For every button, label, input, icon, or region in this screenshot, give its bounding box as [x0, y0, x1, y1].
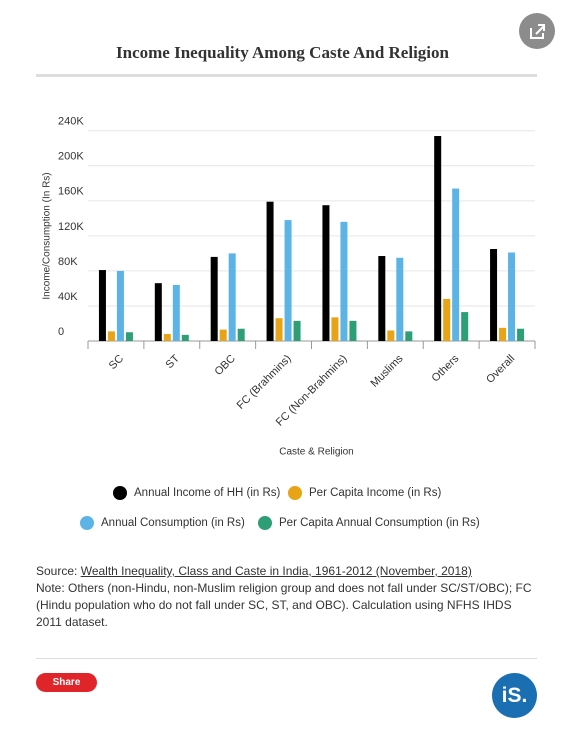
legend-label: Per Capita Income (in Rs) — [309, 487, 441, 499]
bar — [210, 256, 218, 341]
bar — [228, 253, 236, 341]
bar — [434, 136, 442, 341]
divider — [36, 658, 537, 659]
bar — [219, 329, 227, 341]
y-tick-label: 80K — [58, 256, 78, 268]
bar — [499, 327, 507, 341]
bar — [349, 320, 357, 341]
source-link[interactable]: Wealth Inequality, Class and Caste in In… — [80, 564, 472, 578]
note: Note: Others (non-Hindu, non-Muslim reli… — [36, 581, 532, 629]
x-tick-label: OBC — [213, 353, 238, 378]
bar — [116, 270, 124, 341]
y-tick-label: 120K — [58, 221, 84, 233]
share-label: Share — [52, 677, 81, 688]
legend-label: Annual Income of HH (in Rs) — [134, 487, 281, 499]
chart-title: Income Inequality Among Caste And Religi… — [116, 43, 449, 62]
bar — [125, 332, 133, 341]
x-tick-label: SC — [107, 353, 126, 372]
y-tick-label: 200K — [58, 151, 84, 163]
x-tick-label: Others — [430, 352, 462, 384]
x-tick-label: Muslims — [368, 352, 405, 389]
bar — [266, 201, 274, 341]
bar — [378, 256, 386, 341]
bar — [443, 298, 451, 341]
bar — [322, 205, 330, 341]
logo: iS. — [492, 673, 537, 718]
bar — [98, 270, 106, 341]
bar — [293, 320, 301, 341]
bar — [181, 334, 189, 341]
bar — [163, 333, 171, 341]
legend-label: Annual Consumption (in Rs) — [101, 517, 245, 529]
share-icon — [530, 24, 545, 39]
legend-marker — [258, 516, 272, 530]
x-axis-title: Caste & Religion — [279, 447, 353, 458]
legend-marker — [80, 516, 94, 530]
bar — [107, 331, 115, 341]
bar — [405, 331, 413, 341]
legend-marker — [288, 486, 302, 500]
x-tick-label: Overall — [484, 353, 517, 386]
bar — [172, 284, 180, 341]
y-tick-label: 240K — [58, 116, 84, 128]
bar — [275, 318, 283, 341]
y-tick-label: 0 — [58, 326, 64, 338]
bar — [396, 257, 404, 341]
share-icon-button[interactable] — [519, 13, 555, 49]
bar — [237, 328, 245, 341]
bar — [508, 252, 516, 341]
legend-label: Per Capita Annual Consumption (in Rs) — [279, 517, 480, 529]
chart: 0 40K 80K 120K 160K 200K 240K Income/Consumptio… — [42, 116, 536, 530]
bar — [154, 283, 162, 341]
bar — [490, 249, 498, 341]
bar — [517, 328, 525, 341]
bar — [452, 188, 460, 341]
x-tick-label: ST — [164, 352, 183, 371]
notes: Source: Wealth Inequality, Class and Cas… — [36, 563, 536, 631]
y-tick-label: 160K — [58, 186, 84, 198]
bar — [284, 220, 292, 341]
y-axis-title: Income/Consumption (In Rs) — [42, 172, 53, 299]
y-tick-label: 40K — [58, 291, 78, 303]
divider — [36, 74, 537, 77]
source-label: Source: — [36, 564, 78, 578]
bar — [340, 221, 348, 341]
bar — [387, 330, 395, 341]
bar — [461, 312, 469, 341]
share-button[interactable]: Share — [36, 673, 97, 692]
x-tick-label: FC (Brahmins) — [235, 353, 294, 412]
legend-marker — [113, 486, 127, 500]
bar — [331, 317, 339, 341]
